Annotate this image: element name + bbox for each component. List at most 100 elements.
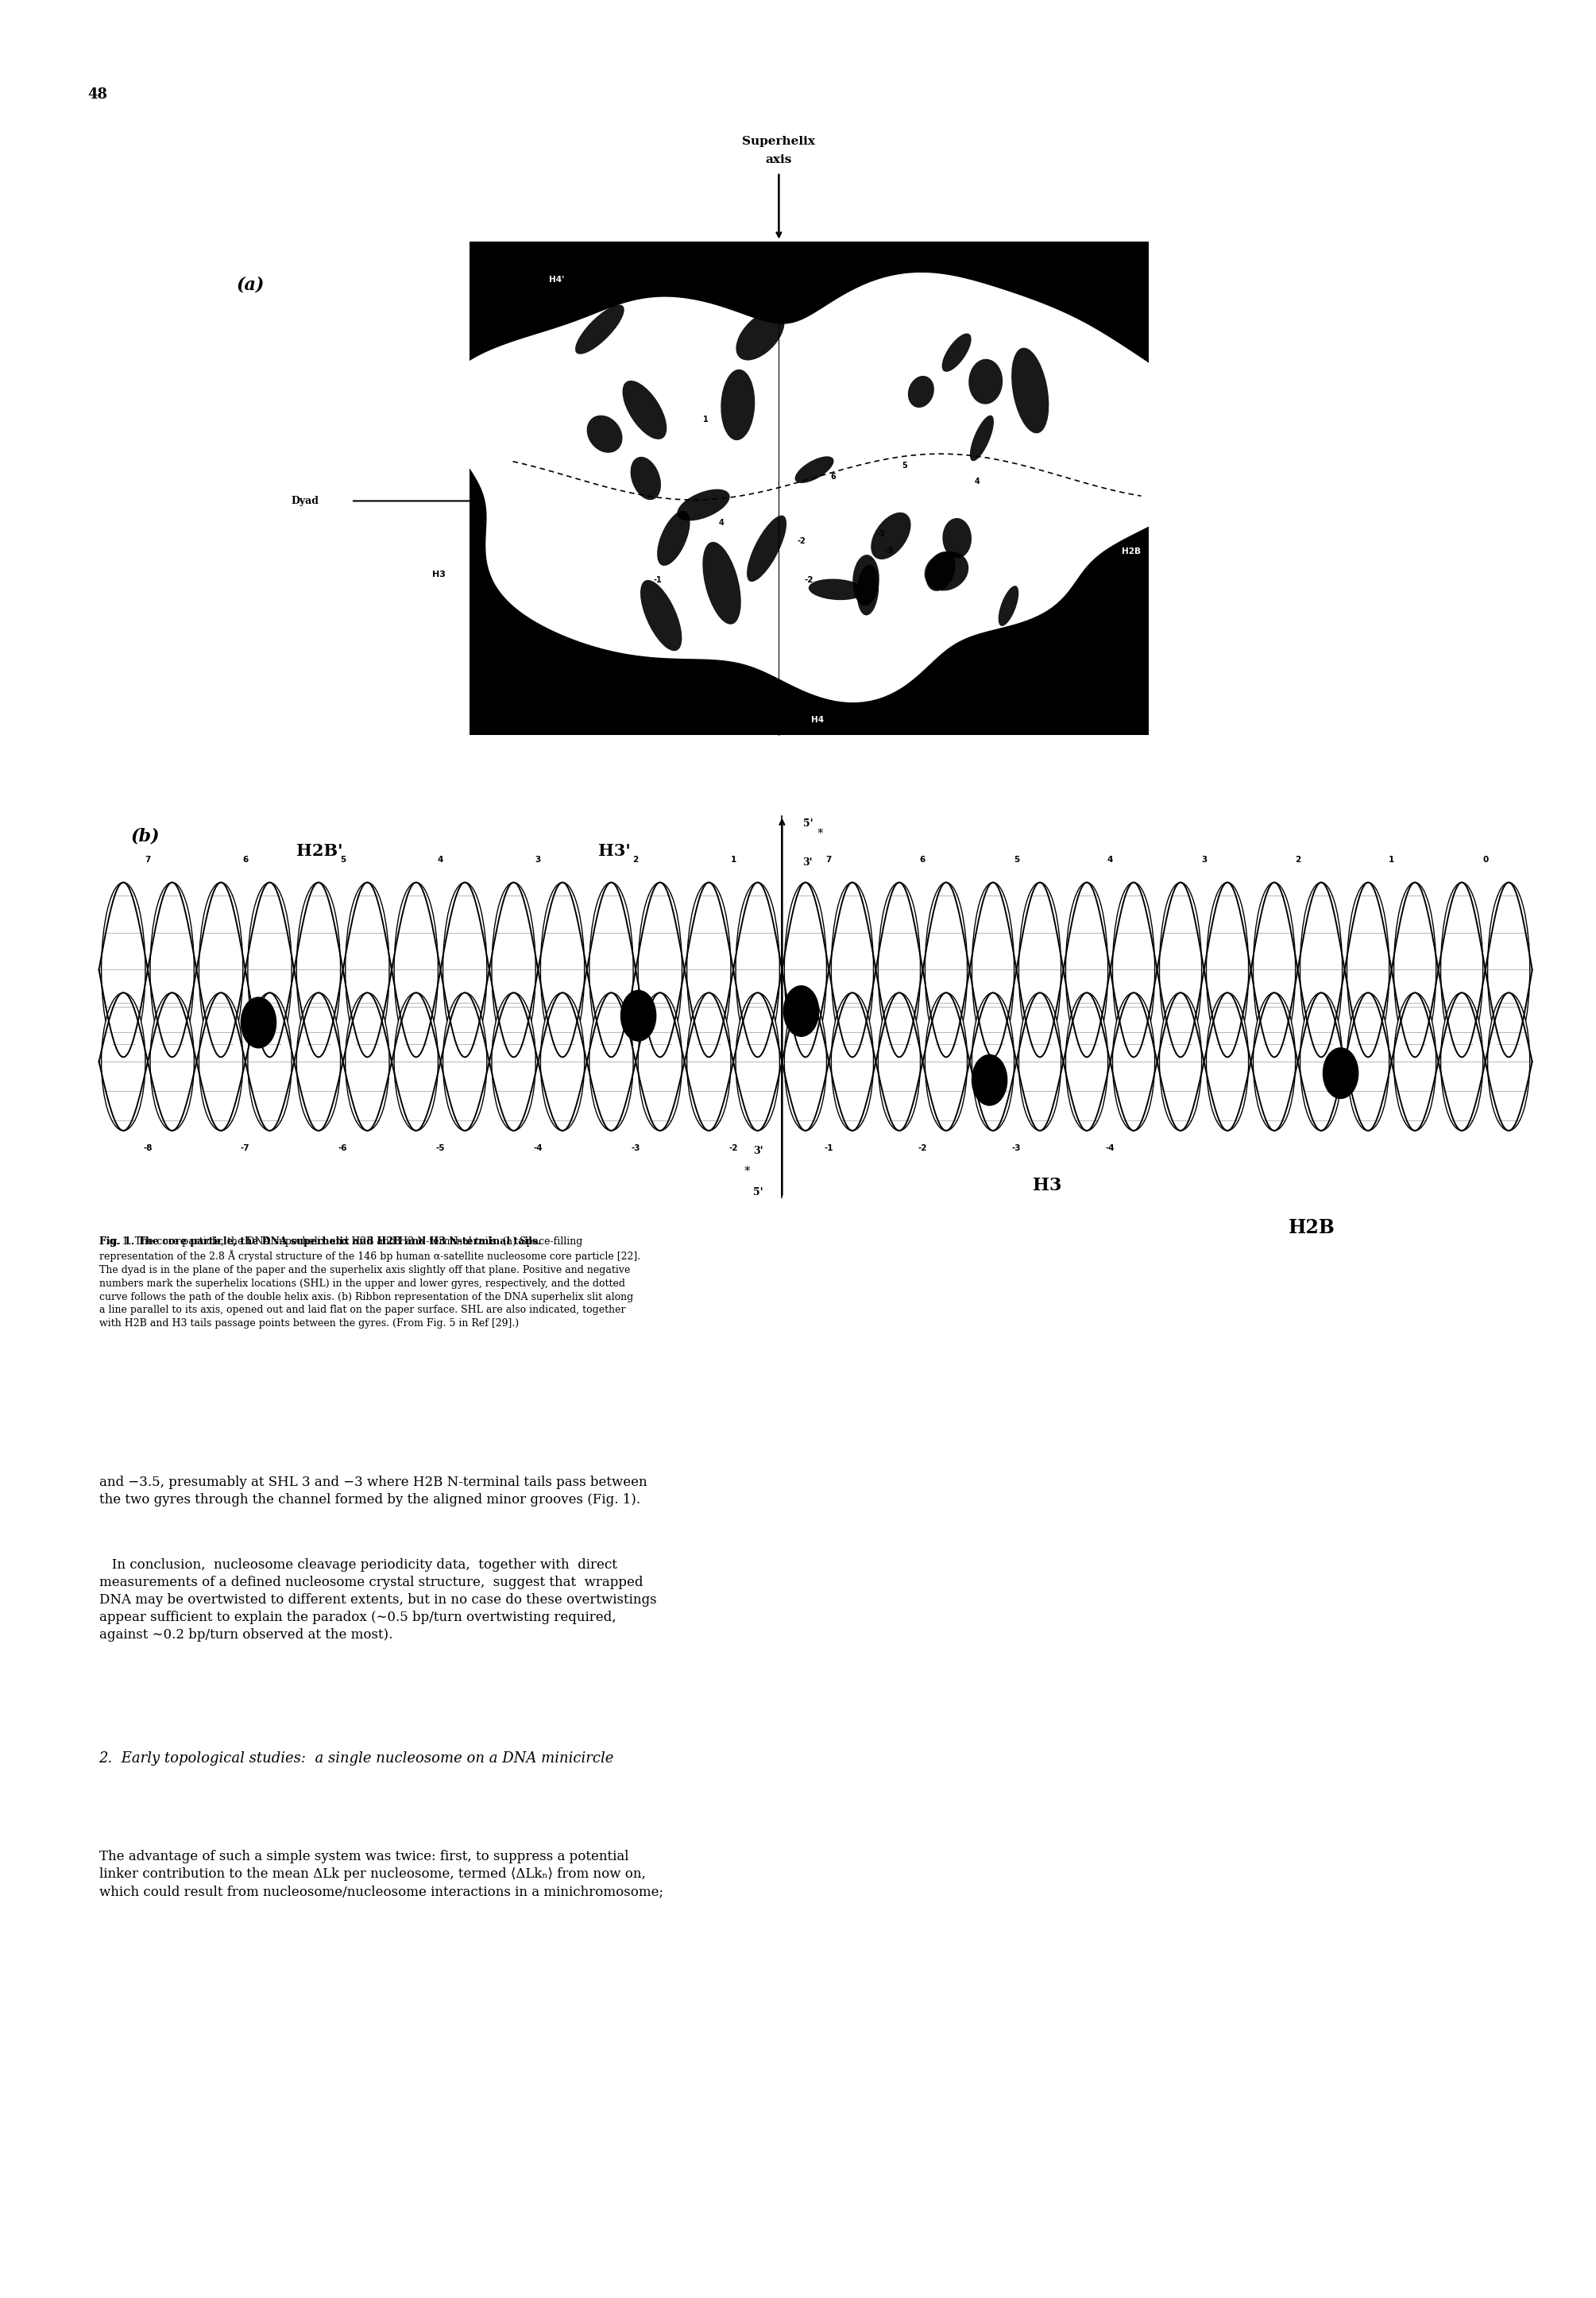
Ellipse shape [297, 993, 340, 1131]
Ellipse shape [575, 306, 624, 354]
Ellipse shape [1487, 993, 1531, 1131]
Ellipse shape [200, 993, 243, 1131]
Ellipse shape [736, 310, 785, 361]
Polygon shape [440, 273, 1227, 701]
Ellipse shape [702, 542, 741, 625]
Ellipse shape [630, 457, 661, 501]
Ellipse shape [857, 565, 879, 616]
Text: 3': 3' [803, 857, 812, 866]
Ellipse shape [721, 370, 755, 441]
Ellipse shape [1159, 993, 1202, 1131]
Text: 4: 4 [1108, 857, 1112, 864]
Text: 1: 1 [1389, 857, 1395, 864]
Ellipse shape [587, 416, 622, 453]
Text: -1: -1 [653, 577, 662, 584]
Text: 7: 7 [827, 857, 832, 864]
Circle shape [972, 1055, 1007, 1105]
Text: axis: axis [766, 154, 792, 165]
Ellipse shape [1253, 882, 1296, 1057]
Text: -3: -3 [884, 547, 894, 554]
Ellipse shape [1441, 882, 1483, 1057]
Ellipse shape [444, 882, 487, 1057]
Text: -3: -3 [876, 531, 886, 538]
Ellipse shape [943, 517, 972, 558]
Text: 4: 4 [718, 519, 725, 526]
Ellipse shape [970, 416, 994, 462]
Text: Fig. 1. The core particle, the DNA superhelix and H2B and H3 N-terminal tails. (: Fig. 1. The core particle, the DNA super… [99, 1236, 640, 1328]
Ellipse shape [1018, 993, 1061, 1131]
Ellipse shape [444, 993, 487, 1131]
Ellipse shape [247, 993, 292, 1131]
Text: -2: -2 [796, 538, 806, 545]
Ellipse shape [999, 586, 1018, 625]
Ellipse shape [1393, 882, 1436, 1057]
Ellipse shape [926, 552, 956, 591]
Ellipse shape [589, 993, 634, 1131]
Text: H2A: H2A [1122, 379, 1141, 386]
Ellipse shape [1347, 993, 1389, 1131]
Ellipse shape [686, 993, 731, 1131]
Text: 1: 1 [638, 519, 645, 526]
Text: 1: 1 [731, 857, 736, 864]
Ellipse shape [736, 993, 779, 1131]
Text: The advantage of such a simple system was twice: first, to suppress a potential
: The advantage of such a simple system wa… [99, 1850, 662, 1898]
Text: -3: -3 [1012, 1144, 1021, 1151]
Text: 6: 6 [830, 473, 836, 480]
Text: 5': 5' [753, 1188, 763, 1197]
Ellipse shape [345, 993, 389, 1131]
Text: 5: 5 [902, 462, 908, 469]
Ellipse shape [102, 993, 145, 1131]
Ellipse shape [677, 489, 729, 522]
Ellipse shape [747, 515, 787, 581]
Ellipse shape [658, 510, 689, 565]
Ellipse shape [394, 993, 437, 1131]
Ellipse shape [784, 993, 827, 1131]
Text: 5: 5 [340, 857, 346, 864]
Circle shape [621, 990, 656, 1041]
Text: *: * [744, 1165, 750, 1179]
Text: In conclusion,  nucleosome cleavage periodicity data,  together with  direct
mea: In conclusion, nucleosome cleavage perio… [99, 1558, 656, 1641]
Ellipse shape [1487, 882, 1531, 1057]
Ellipse shape [541, 993, 584, 1131]
Text: 48: 48 [88, 87, 107, 101]
Text: (b): (b) [131, 827, 160, 846]
Text: H3: H3 [433, 570, 445, 579]
Bar [469, 241, 1149, 735]
Ellipse shape [832, 882, 873, 1057]
Text: -7: -7 [241, 1144, 251, 1151]
Ellipse shape [200, 882, 243, 1057]
Ellipse shape [1112, 993, 1156, 1131]
Ellipse shape [1112, 882, 1156, 1057]
Text: 5: 5 [1013, 857, 1020, 864]
Ellipse shape [1253, 993, 1296, 1131]
Text: 2: 2 [1294, 857, 1301, 864]
Ellipse shape [589, 882, 634, 1057]
Ellipse shape [640, 579, 681, 650]
Text: 0: 0 [1483, 857, 1487, 864]
Text: H2B: H2B [1288, 1218, 1336, 1236]
Ellipse shape [942, 333, 972, 372]
Ellipse shape [1018, 882, 1061, 1057]
Ellipse shape [638, 882, 681, 1057]
Text: 5': 5' [803, 818, 812, 827]
Text: H4': H4' [549, 276, 565, 283]
Ellipse shape [638, 993, 681, 1131]
Text: 3: 3 [535, 857, 541, 864]
Ellipse shape [878, 993, 921, 1131]
Ellipse shape [492, 882, 536, 1057]
Text: H3': H3' [598, 843, 630, 859]
Ellipse shape [784, 882, 827, 1057]
Text: 3: 3 [1202, 857, 1207, 864]
Ellipse shape [686, 882, 731, 1057]
Ellipse shape [1393, 993, 1436, 1131]
Text: -1: -1 [825, 1144, 833, 1151]
Text: (a): (a) [236, 276, 265, 294]
Ellipse shape [345, 882, 389, 1057]
Ellipse shape [878, 882, 921, 1057]
Text: 2.  Early topological studies:  a single nucleosome on a DNA minicircle: 2. Early topological studies: a single n… [99, 1751, 614, 1765]
Text: -3: -3 [630, 1144, 640, 1151]
Ellipse shape [394, 882, 437, 1057]
Ellipse shape [492, 993, 536, 1131]
Ellipse shape [972, 882, 1013, 1057]
Text: -4: -4 [533, 1144, 543, 1151]
